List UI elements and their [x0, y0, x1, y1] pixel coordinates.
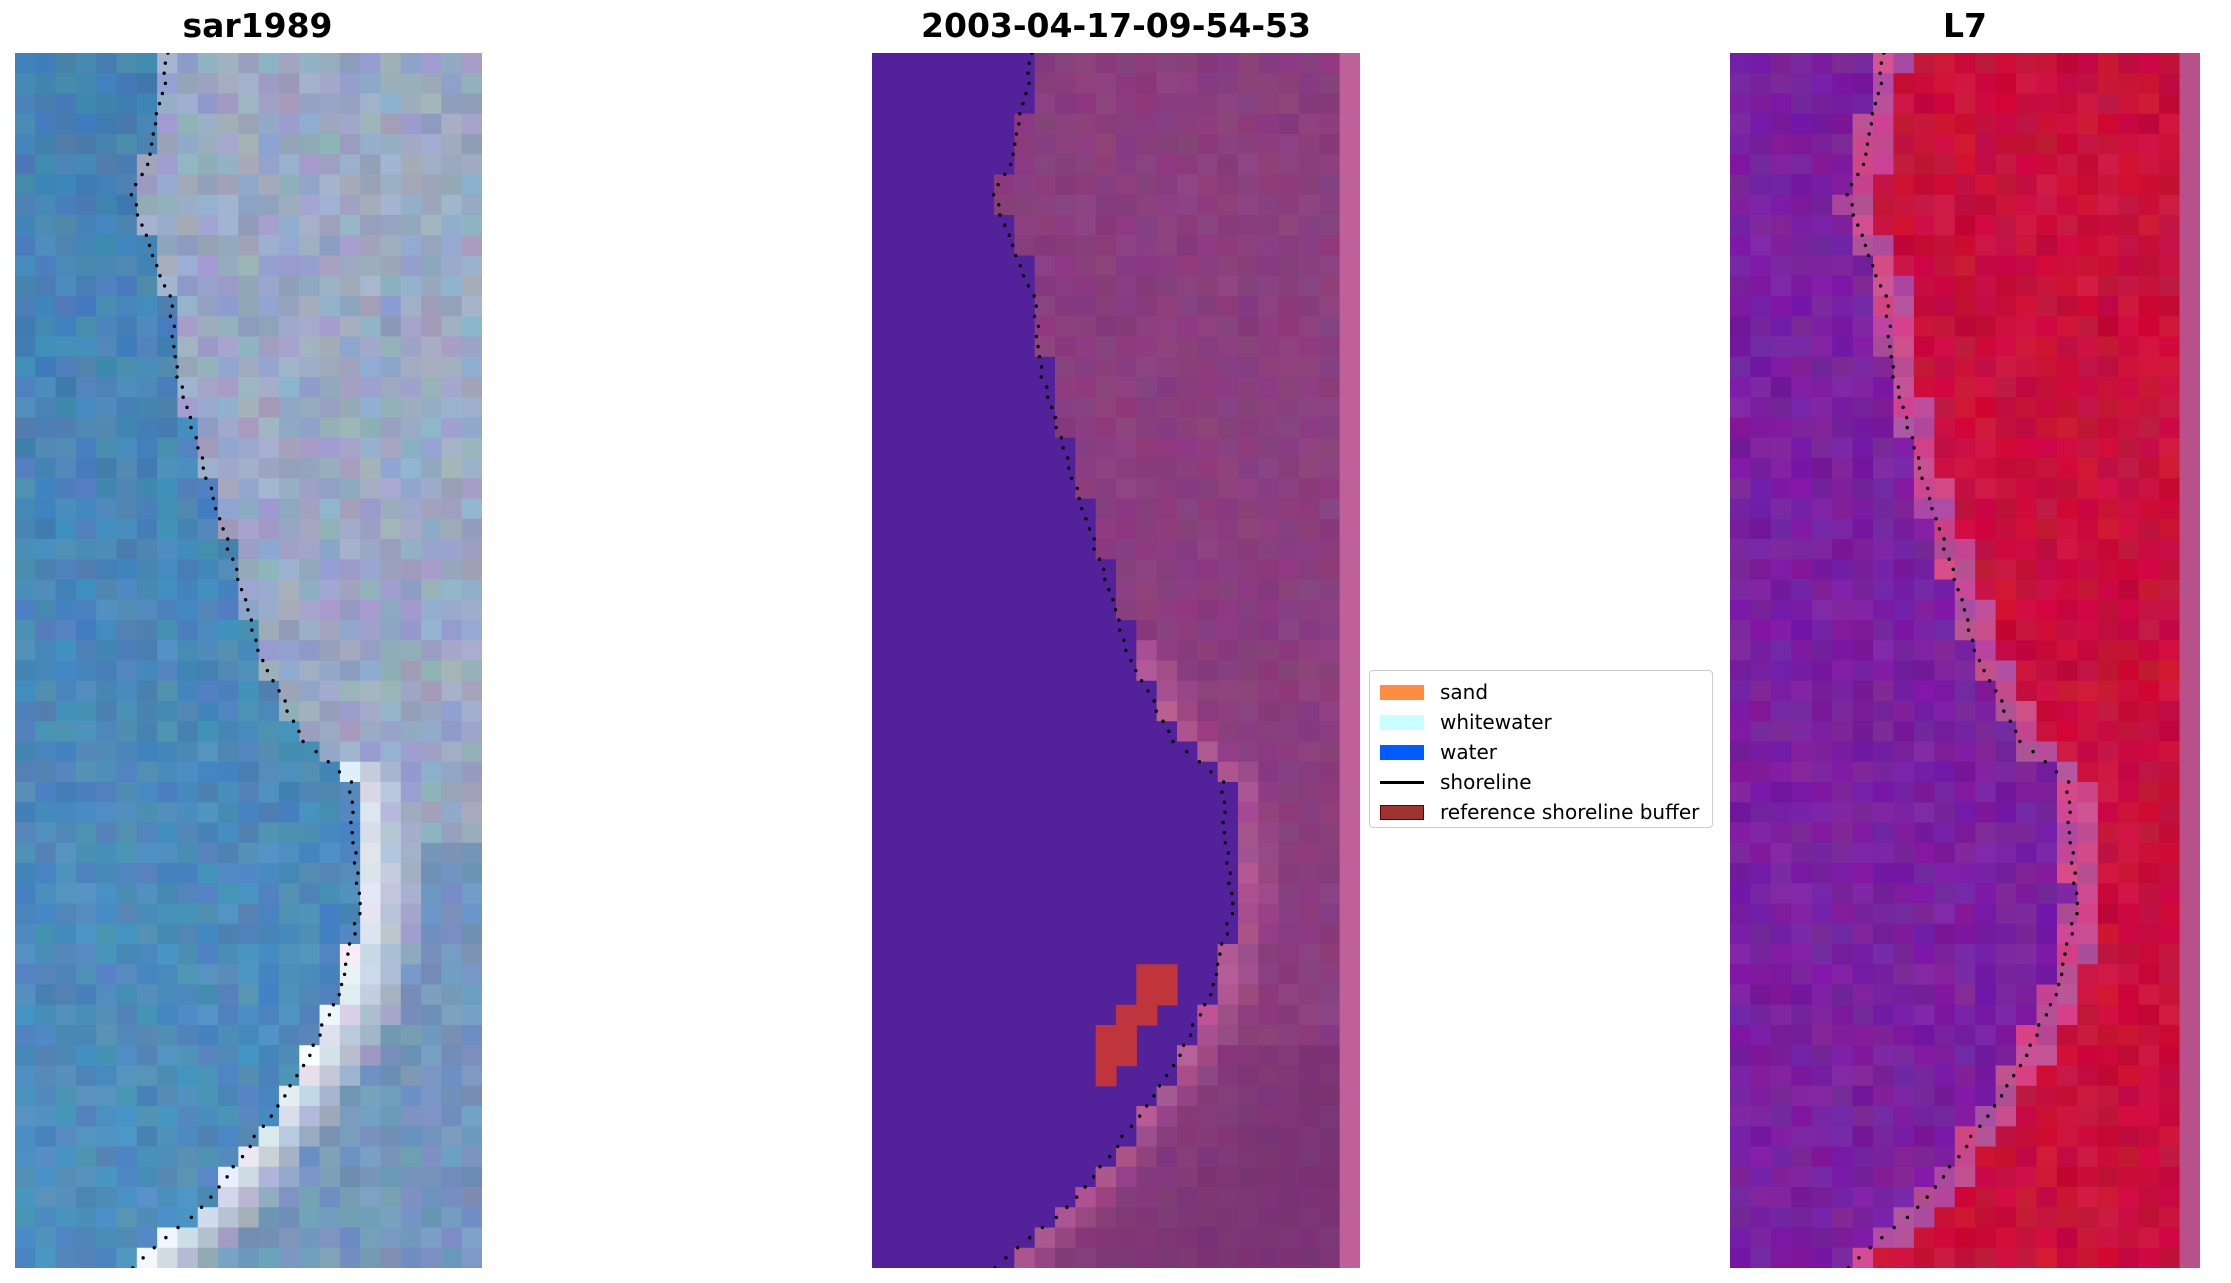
- classified-image-panel: [872, 53, 1360, 1268]
- reference-buffer-cell: [1156, 984, 1178, 1006]
- legend-item-shoreline: shoreline: [1380, 767, 1702, 797]
- reference-buffer-cell: [1095, 1065, 1117, 1087]
- sand-swatch: [1380, 684, 1424, 700]
- classified-image: [872, 53, 1360, 1268]
- legend: sand whitewater water shoreline referenc…: [1369, 670, 1713, 828]
- reference-buffer-cell: [1136, 1004, 1158, 1026]
- reference-buffer-cell: [1116, 1025, 1137, 1046]
- reference-buffer-cell: [1095, 1045, 1117, 1067]
- index-image-panel: [1730, 53, 2200, 1268]
- shoreline-dots: [991, 53, 1235, 1268]
- legend-label-sand: sand: [1440, 680, 1489, 704]
- shoreline-dots: [129, 53, 362, 1268]
- rgb-image-panel: [15, 53, 482, 1268]
- legend-item-reference-buffer: reference shoreline buffer: [1380, 797, 1702, 827]
- rgb-satellite-image: [15, 53, 482, 1268]
- reference-buffer-cell: [1136, 984, 1158, 1006]
- shoreline-line-swatch: [1380, 780, 1424, 784]
- legend-label-reference-buffer: reference shoreline buffer: [1440, 800, 1700, 824]
- panel-title-2: 2003-04-17-09-54-53: [921, 6, 1311, 45]
- legend-label-whitewater: whitewater: [1440, 710, 1552, 734]
- reference-buffer-swatch: [1380, 804, 1424, 820]
- legend-item-sand: sand: [1380, 677, 1702, 707]
- panel-title-3: L7: [1943, 6, 1987, 45]
- legend-item-whitewater: whitewater: [1380, 707, 1702, 737]
- reference-buffer-cell: [1156, 964, 1178, 986]
- index-image: [1730, 53, 2200, 1268]
- legend-item-water: water: [1380, 737, 1702, 767]
- reference-buffer-cell: [1116, 1004, 1137, 1026]
- reference-buffer-cell: [1136, 964, 1158, 986]
- panel-title-1: sar1989: [182, 6, 333, 45]
- reference-buffer-cell: [1116, 1045, 1137, 1067]
- legend-label-water: water: [1440, 740, 1497, 764]
- legend-label-shoreline: shoreline: [1440, 770, 1532, 794]
- reference-buffer-cell: [1095, 1025, 1117, 1046]
- water-swatch: [1380, 744, 1424, 760]
- whitewater-swatch: [1380, 714, 1424, 730]
- shoreline-dots: [1845, 53, 2080, 1268]
